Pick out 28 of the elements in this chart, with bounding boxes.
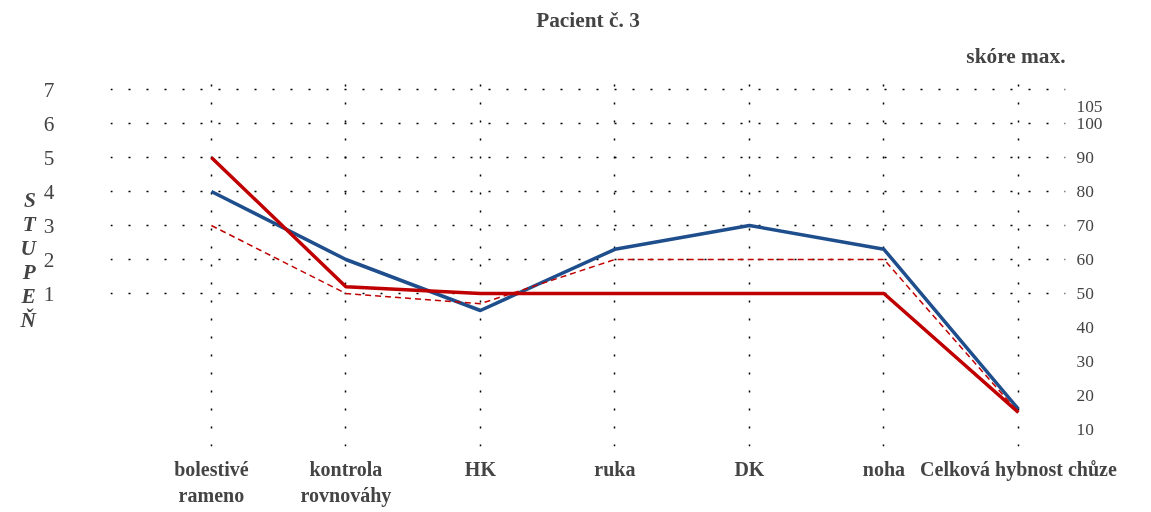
y2-tick-label: 40 (1076, 318, 1094, 337)
y2-tick-label: 50 (1076, 284, 1094, 303)
y-tick-label: 3 (43, 213, 55, 238)
y2-tick-label: 105 (1076, 97, 1103, 116)
y-tick-label: 4 (43, 179, 55, 204)
y2-tick-label: 80 (1076, 182, 1094, 201)
chart-title: Pacient č. 3 (536, 7, 640, 32)
x-tick-label: noha (862, 457, 906, 480)
x-tick-label: HK (464, 457, 497, 480)
x-tick-label: kontrola rovnováhy (300, 457, 392, 507)
y2-tick-label: 20 (1076, 386, 1094, 405)
x-tick-label: ruka (594, 457, 636, 480)
y2-tick-label: 90 (1076, 148, 1094, 167)
x-tick-label: Celková hybnost chůze (920, 457, 1117, 481)
y2-tick-label: 30 (1076, 352, 1094, 371)
y2-tick-label: 70 (1076, 216, 1094, 235)
y-tick-label: 1 (43, 281, 55, 306)
y-tick-label: 5 (43, 145, 55, 170)
y-tick-label: 6 (43, 111, 55, 136)
y2-tick-label: 10 (1076, 420, 1094, 439)
x-tick-label: bolestivé rameno (174, 457, 249, 506)
y-tick-label: 2 (43, 247, 55, 272)
y2-tick-label: 60 (1076, 250, 1094, 269)
y2-tick-label: 100 (1076, 114, 1103, 133)
x-tick-label: DK (734, 457, 765, 480)
y-axis-title: STUPEŇ (19, 187, 38, 332)
y2-axis-title: skóre max. (966, 43, 1066, 68)
y-tick-label: 7 (43, 77, 55, 102)
